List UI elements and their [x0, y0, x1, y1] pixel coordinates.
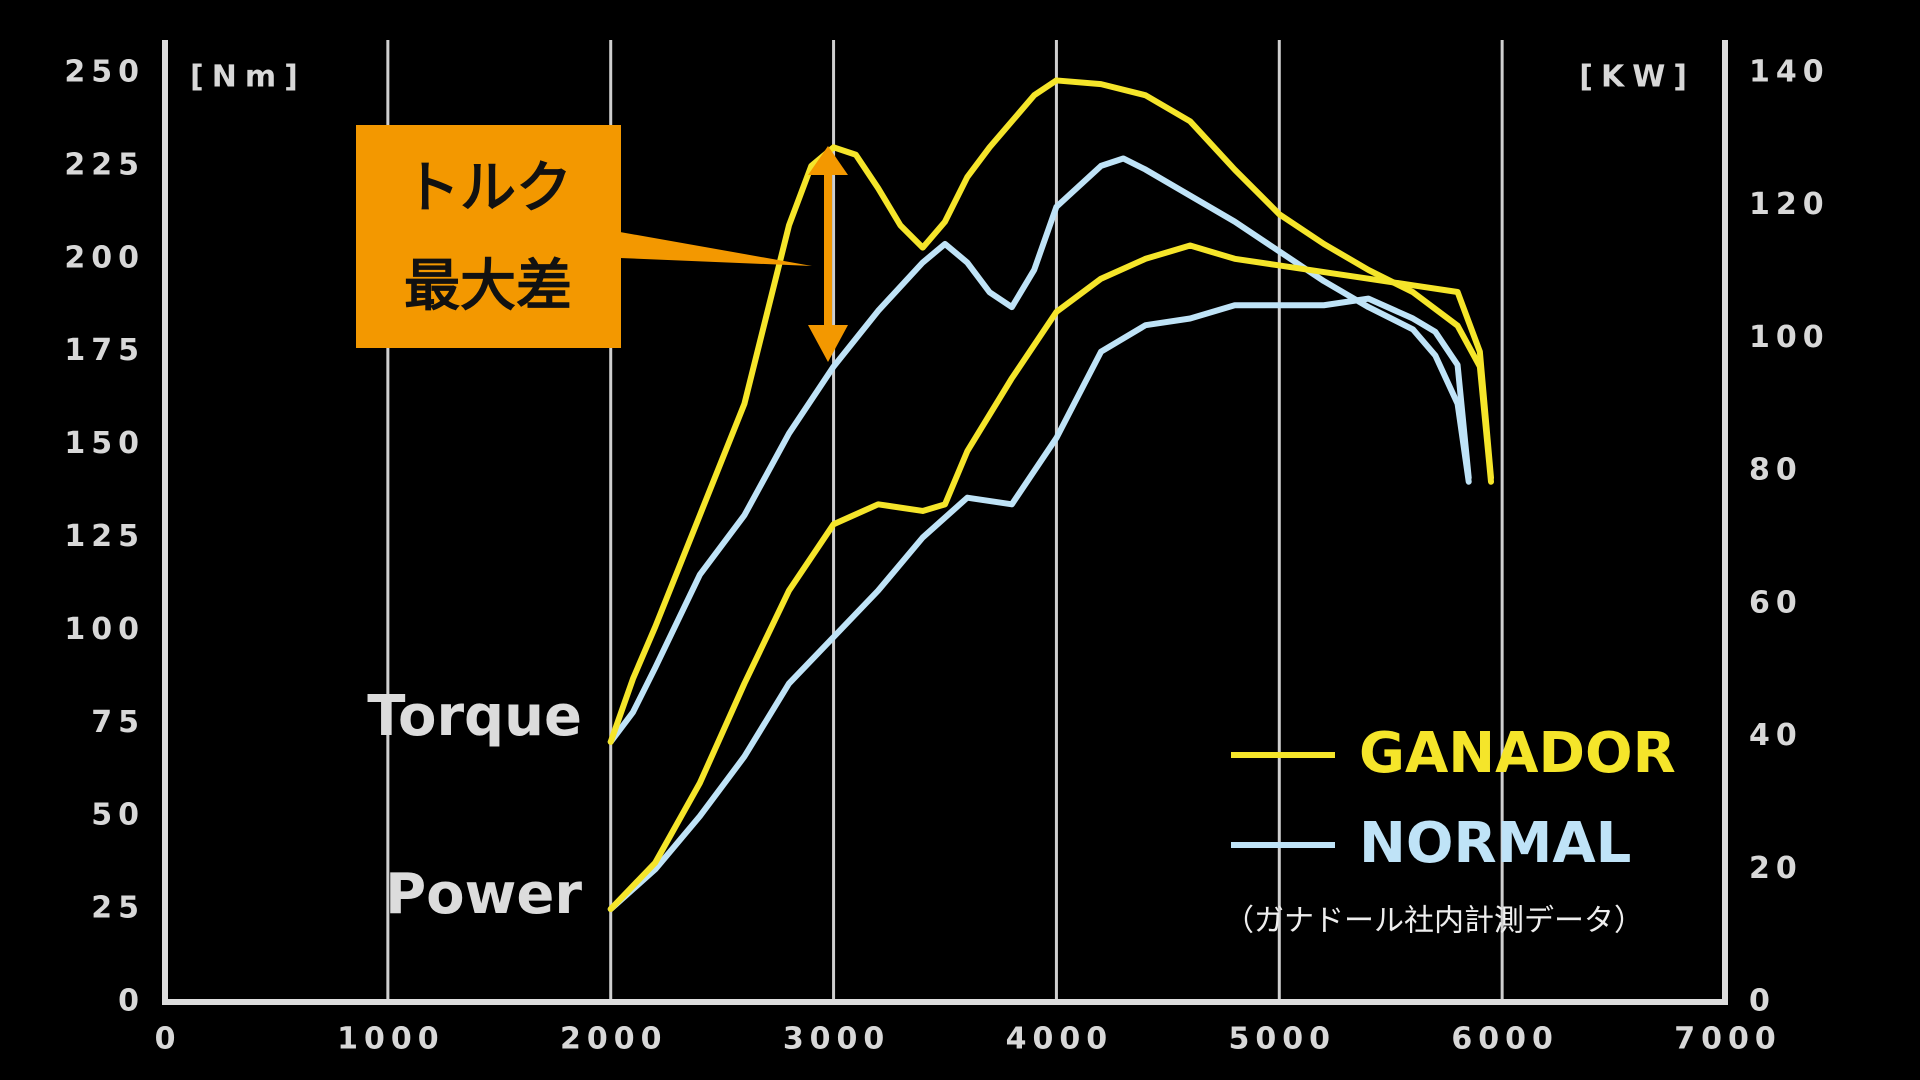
y2-tick-label: 140 [1749, 55, 1830, 90]
x-tick-label: 6000 [1451, 1022, 1559, 1057]
y2-tick-label: 80 [1749, 453, 1803, 488]
y-axis-unit: [Nm] [190, 60, 306, 95]
y2-tick-label: 0 [1749, 984, 1776, 1019]
torque-line [607, 77, 1494, 745]
torque-label: Torque [367, 684, 582, 749]
y2-axis-unit: [KW] [1579, 60, 1695, 95]
y-tick-label: 50 [91, 798, 145, 833]
x-tick-label: 5000 [1229, 1022, 1337, 1057]
curves [607, 77, 1494, 913]
power-line [607, 242, 1494, 913]
footnote: （ガナドール社内計測データ） [1224, 904, 1644, 939]
y-tick-label: 200 [64, 240, 145, 275]
legend: GANADOR NORMAL [1231, 721, 1676, 876]
y-tick-label: 175 [64, 333, 145, 368]
annotation-box [356, 125, 621, 348]
y-tick-label: 225 [64, 147, 145, 182]
y-tick-label: 150 [64, 426, 145, 461]
x-tick-label: 7000 [1674, 1022, 1782, 1057]
x-tick-label: 2000 [560, 1022, 668, 1057]
y-tick-label: 100 [64, 612, 145, 647]
arrow-head [808, 325, 848, 362]
y-tick-label: 75 [91, 705, 145, 740]
y2-tick-label: 60 [1749, 585, 1803, 620]
legend-label: GANADOR [1359, 721, 1676, 786]
power-line [607, 295, 1472, 913]
x-tick-label: 0 [155, 1022, 182, 1057]
annotation-text: トルク [404, 156, 572, 221]
y2-tick-label: 120 [1749, 187, 1830, 222]
power-label: Power [385, 862, 582, 927]
arrow-head [808, 146, 848, 175]
y2-tick-label: 100 [1749, 320, 1830, 355]
x-tick-label: 1000 [337, 1022, 445, 1057]
annotation-text: 最大差 [404, 254, 572, 319]
y-tick-label: 25 [91, 891, 145, 926]
y-tick-label: 125 [64, 519, 145, 554]
y-tick-label: 250 [64, 55, 145, 90]
y-tick-label: 0 [118, 984, 145, 1019]
y2-tick-label: 40 [1749, 718, 1803, 753]
x-tick-label: 3000 [783, 1022, 891, 1057]
legend-label: NORMAL [1359, 811, 1631, 876]
annotation-pointer [620, 232, 812, 266]
y2-tick-label: 20 [1749, 851, 1803, 886]
x-tick-label: 4000 [1006, 1022, 1114, 1057]
